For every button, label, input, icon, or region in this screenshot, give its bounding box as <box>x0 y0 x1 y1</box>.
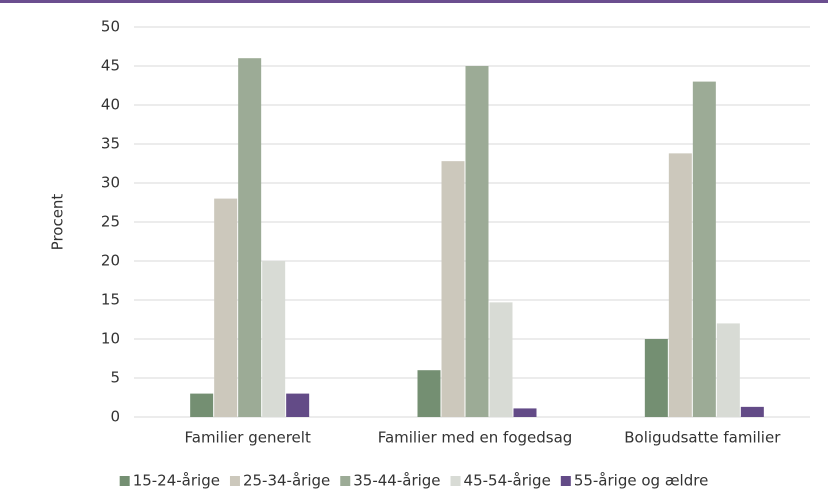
y-tick-label: 20 <box>101 252 120 270</box>
legend-label: 25-34-årige <box>243 472 330 490</box>
y-axis-label: Procent <box>49 194 67 251</box>
bar <box>692 81 716 417</box>
legend-swatch <box>560 476 571 486</box>
y-tick-label: 35 <box>101 135 120 153</box>
bar <box>262 261 286 417</box>
bar <box>489 302 513 417</box>
bar <box>740 406 764 417</box>
y-tick-label: 15 <box>101 291 120 309</box>
bar <box>286 393 310 417</box>
legend-label: 15-24-årige <box>133 472 220 490</box>
bar <box>668 153 692 418</box>
bar <box>417 370 441 417</box>
bar <box>644 339 668 417</box>
x-tick-label: Familier generelt <box>185 429 311 447</box>
legend-swatch <box>340 476 351 486</box>
legend-swatch <box>450 476 461 486</box>
y-tick-label: 30 <box>101 174 120 192</box>
y-tick-label: 50 <box>101 18 120 36</box>
bar <box>716 323 740 417</box>
legend-label: 35-44-årige <box>353 472 440 490</box>
y-tick-label: 45 <box>101 57 120 75</box>
bar <box>214 198 238 417</box>
bar <box>190 393 214 417</box>
y-tick-label: 5 <box>110 369 120 387</box>
top-rule <box>0 0 828 3</box>
bar <box>513 408 537 417</box>
legend-swatch <box>119 476 130 486</box>
legend-label: 45-54-årige <box>464 472 551 490</box>
y-tick-label: 40 <box>101 96 120 114</box>
bar <box>238 58 262 417</box>
y-tick-label: 25 <box>101 213 120 231</box>
legend-swatch <box>229 476 240 486</box>
y-tick-label: 0 <box>110 408 120 426</box>
legend-label: 55-årige og ældre <box>574 472 709 490</box>
x-tick-label: Familier med en fogedsag <box>378 429 573 447</box>
y-tick-label: 10 <box>101 330 120 348</box>
bar <box>441 161 465 417</box>
bar <box>465 66 489 417</box>
x-tick-label: Boligudsatte familier <box>624 429 781 447</box>
